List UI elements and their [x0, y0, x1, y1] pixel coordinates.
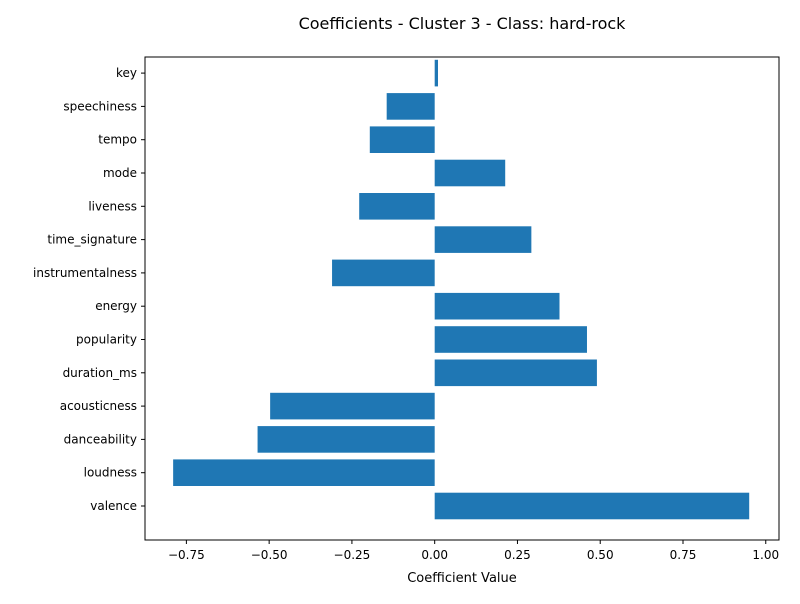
y-tick-label-time_signature: time_signature: [47, 233, 137, 247]
y-tick-label-popularity: popularity: [76, 333, 137, 347]
bar-danceability: [257, 426, 435, 453]
x-tick-label: 1.00: [752, 548, 779, 562]
bar-mode: [434, 159, 506, 187]
bar-duration_ms: [434, 359, 597, 387]
x-tick-label: −0.75: [168, 548, 205, 562]
bar-time_signature: [434, 226, 532, 253]
x-axis-label: Coefficient Value: [407, 571, 517, 586]
bar-tempo: [369, 126, 435, 153]
y-tick-label-mode: mode: [103, 166, 137, 180]
x-tick-label: 0.50: [587, 548, 614, 562]
bars-group: [173, 59, 750, 520]
y-axis: valence loudness danceability acousticness d…: [33, 66, 145, 513]
bar-liveness: [359, 193, 435, 220]
y-tick-label-loudness: loudness: [84, 466, 137, 480]
bar-key: [434, 59, 438, 87]
y-tick-label-key: key: [116, 66, 137, 80]
x-tick-label: −0.25: [334, 548, 371, 562]
bar-energy: [434, 292, 560, 320]
bar-valence: [434, 492, 750, 520]
plot-frame: [144, 56, 780, 541]
chart-title: Coefficients - Cluster 3 - Class: hard-r…: [299, 14, 627, 33]
bar-instrumentalness: [332, 259, 435, 287]
y-tick-label-acousticness: acousticness: [60, 399, 137, 413]
y-tick-label-duration_ms: duration_ms: [63, 366, 137, 380]
y-tick-label-instrumentalness: instrumentalness: [33, 266, 137, 280]
bar-popularity: [434, 326, 587, 353]
y-tick-label-valence: valence: [90, 499, 137, 513]
y-tick-label-energy: energy: [95, 299, 137, 313]
bar-acousticness: [270, 392, 435, 420]
x-tick-label: 0.75: [670, 548, 697, 562]
y-tick-label-speechiness: speechiness: [63, 99, 137, 113]
x-tick-label: 0.00: [421, 548, 448, 562]
y-tick-label-liveness: liveness: [88, 199, 137, 213]
x-tick-label: 0.25: [504, 548, 531, 562]
y-tick-label-tempo: tempo: [98, 133, 137, 147]
bar-loudness: [173, 459, 435, 486]
y-tick-label-danceability: danceability: [64, 432, 137, 446]
x-tick-label: −0.50: [251, 548, 288, 562]
bar-speechiness: [386, 93, 435, 120]
x-axis: −0.75 −0.50 −0.25 0.00 0.25 0.50 0.75 1.00: [168, 540, 779, 562]
